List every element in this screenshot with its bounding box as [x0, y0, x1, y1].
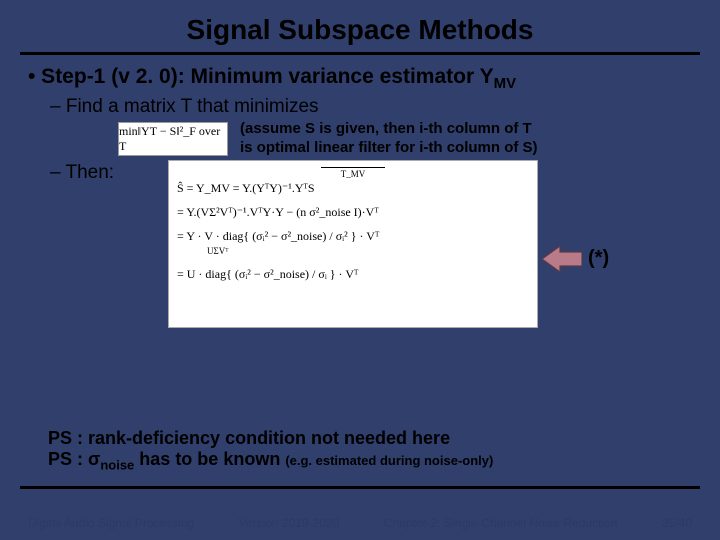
ps-block: PS : rank-deficiency condition not neede… [48, 428, 493, 473]
divider-bottom [20, 486, 700, 489]
bullet-step1: • Step-1 (v 2. 0): Minimum variance esti… [28, 65, 692, 92]
footer-chapter: Chapter-2: Single-Channel Noise Reductio… [384, 516, 617, 530]
slide: Signal Subspace Methods • Step-1 (v 2. 0… [0, 0, 720, 540]
footer-left: Digital Audio Signal Processing [28, 516, 194, 530]
eq-line4: = U · diag{ (σᵢ² − σ²_noise) / σᵢ } · Vᵀ [177, 265, 529, 283]
ps-l2-small: (e.g. estimated during noise-only) [285, 453, 493, 468]
assume-line1: (assume S is given, then i-th column of … [240, 120, 538, 139]
ps-l2b: has to be known [134, 449, 285, 469]
eq-line3: = Y · V · diag{ (σᵢ² − σ²_noise) / σᵢ² }… [177, 227, 529, 245]
arrow-left-icon [542, 244, 582, 274]
eq-tmv-brace: T_MV [321, 167, 386, 182]
then-row: – Then: T_MV Ŝ = Y_MV = Y.(YᵀY)⁻¹.YᵀS = … [28, 162, 692, 184]
assume-note: (assume S is given, then i-th column of … [240, 120, 538, 158]
bullet-step1-sub: MV [494, 75, 517, 92]
slide-title: Signal Subspace Methods [0, 0, 720, 52]
assume-line2: is optimal linear filter for i-th column… [240, 139, 538, 158]
footer-version: Version 2019-2020 [239, 516, 340, 530]
ps-line1: PS : rank-deficiency condition not neede… [48, 428, 493, 449]
ps-l2a: PS : σ [48, 449, 100, 469]
row-eq1: min‖YT − S‖²_F over T (assume S is given… [118, 120, 692, 158]
callout-arrow-group: (*) [542, 244, 609, 274]
divider-top [20, 52, 700, 55]
eq-line2: = Y.(VΣ²Vᵀ)⁻¹.VᵀY·Y − (n σ²_noise I)·Vᵀ [177, 203, 529, 221]
footer: Digital Audio Signal Processing Version … [0, 516, 720, 530]
ps-l2-sub: noise [100, 458, 134, 473]
star-marker: (*) [588, 247, 609, 270]
eq-line3-under: UΣVᵀ [207, 245, 529, 259]
footer-page: 35/40 [662, 516, 692, 530]
ps-line2: PS : σnoise has to be known (e.g. estima… [48, 449, 493, 473]
content-area: • Step-1 (v 2. 0): Minimum variance esti… [0, 65, 720, 184]
bullet-step1-text: • Step-1 (v 2. 0): Minimum variance esti… [28, 65, 494, 88]
bullet-find: – Find a matrix T that minimizes [50, 96, 692, 118]
eq-line1: Ŝ = Y_MV = Y.(YᵀY)⁻¹.YᵀS [177, 179, 529, 197]
equation-min-norm: min‖YT − S‖²_F over T [118, 122, 228, 156]
equation-derivation: T_MV Ŝ = Y_MV = Y.(YᵀY)⁻¹.YᵀS = Y.(VΣ²Vᵀ… [168, 160, 538, 328]
